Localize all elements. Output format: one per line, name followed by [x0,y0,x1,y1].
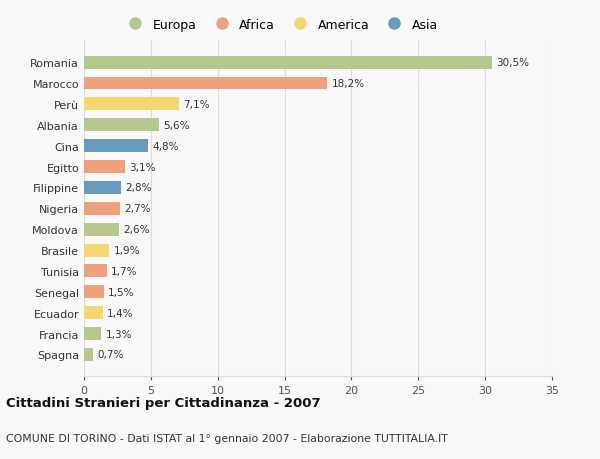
Bar [84,307,103,319]
Bar [84,182,121,195]
Bar [84,327,101,340]
Bar [84,56,492,69]
Legend: Europa, Africa, America, Asia: Europa, Africa, America, Asia [123,19,438,32]
Text: COMUNE DI TORINO - Dati ISTAT al 1° gennaio 2007 - Elaborazione TUTTITALIA.IT: COMUNE DI TORINO - Dati ISTAT al 1° genn… [6,433,448,442]
Bar [84,285,104,299]
Bar [84,223,119,236]
Text: 1,7%: 1,7% [111,266,137,276]
Text: 18,2%: 18,2% [331,79,364,89]
Text: 30,5%: 30,5% [496,58,529,68]
Bar [84,78,328,90]
Text: 1,4%: 1,4% [107,308,133,318]
Text: Cittadini Stranieri per Cittadinanza - 2007: Cittadini Stranieri per Cittadinanza - 2… [6,396,320,409]
Text: 2,8%: 2,8% [125,183,152,193]
Text: 1,5%: 1,5% [108,287,134,297]
Text: 0,7%: 0,7% [97,350,124,360]
Text: 2,6%: 2,6% [123,225,149,235]
Text: 2,7%: 2,7% [124,204,151,214]
Text: 4,8%: 4,8% [152,141,179,151]
Text: 7,1%: 7,1% [183,100,209,110]
Bar [84,140,148,153]
Bar [84,161,125,174]
Bar [84,98,179,111]
Text: 1,3%: 1,3% [106,329,132,339]
Text: 5,6%: 5,6% [163,121,190,130]
Text: 3,1%: 3,1% [130,162,156,172]
Bar [84,119,159,132]
Bar [84,348,94,361]
Bar [84,265,107,278]
Bar [84,202,120,215]
Bar [84,244,109,257]
Text: 1,9%: 1,9% [113,246,140,256]
